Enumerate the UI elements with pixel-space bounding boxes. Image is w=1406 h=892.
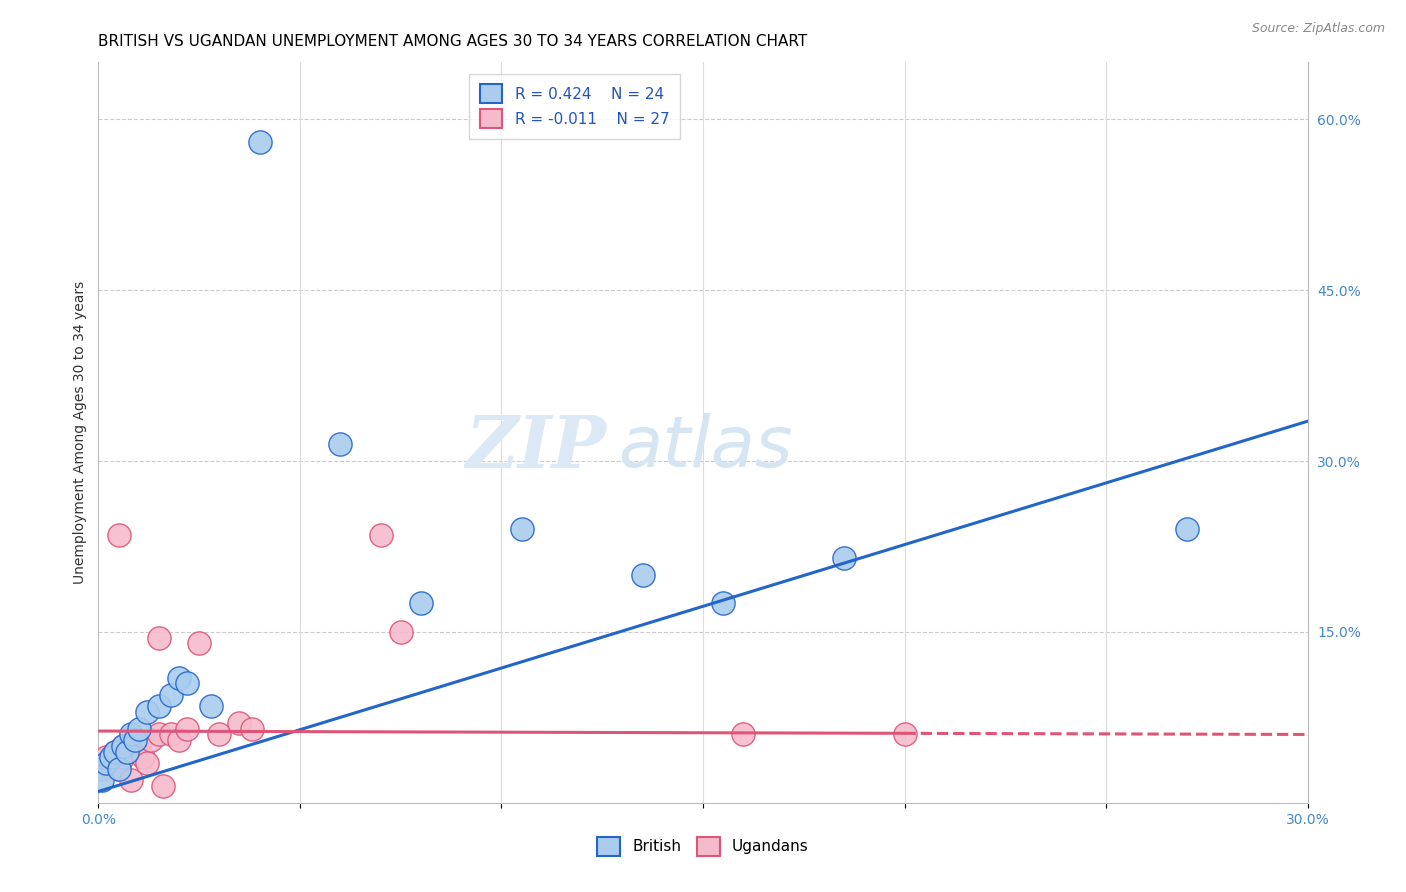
Point	[100, 750, 122, 764]
Point	[893, 727, 915, 741]
Point	[107, 528, 129, 542]
Point	[148, 727, 170, 741]
Point	[249, 135, 271, 149]
Point	[370, 528, 392, 542]
Point	[91, 772, 114, 787]
Point	[103, 745, 125, 759]
Point	[148, 698, 170, 713]
Point	[208, 727, 231, 741]
Text: atlas: atlas	[619, 413, 793, 482]
Point	[139, 733, 162, 747]
Point	[167, 733, 190, 747]
Point	[160, 727, 183, 741]
Point	[115, 745, 138, 759]
Point	[107, 762, 129, 776]
Point	[409, 597, 432, 611]
Point	[100, 756, 122, 770]
Point	[111, 750, 134, 764]
Point	[124, 733, 146, 747]
Point	[1175, 523, 1198, 537]
Point	[111, 739, 134, 753]
Point	[228, 716, 250, 731]
Point	[96, 750, 118, 764]
Y-axis label: Unemployment Among Ages 30 to 34 years: Unemployment Among Ages 30 to 34 years	[73, 281, 87, 584]
Point	[128, 722, 150, 736]
Point	[128, 739, 150, 753]
Point	[111, 739, 134, 753]
Point	[329, 437, 352, 451]
Point	[91, 762, 114, 776]
Legend: British, Ugandans: British, Ugandans	[592, 831, 814, 862]
Point	[160, 688, 183, 702]
Point	[188, 636, 211, 650]
Point	[510, 523, 533, 537]
Point	[124, 733, 146, 747]
Point	[107, 762, 129, 776]
Point	[135, 756, 157, 770]
Point	[167, 671, 190, 685]
Point	[176, 722, 198, 736]
Point	[120, 772, 142, 787]
Text: Source: ZipAtlas.com: Source: ZipAtlas.com	[1251, 22, 1385, 36]
Point	[200, 698, 222, 713]
Point	[120, 727, 142, 741]
Point	[96, 756, 118, 770]
Point	[176, 676, 198, 690]
Point	[240, 722, 263, 736]
Point	[631, 568, 654, 582]
Point	[148, 631, 170, 645]
Point	[733, 727, 755, 741]
Point	[135, 705, 157, 719]
Point	[832, 550, 855, 565]
Point	[115, 745, 138, 759]
Text: ZIP: ZIP	[465, 412, 606, 483]
Text: BRITISH VS UGANDAN UNEMPLOYMENT AMONG AGES 30 TO 34 YEARS CORRELATION CHART: BRITISH VS UGANDAN UNEMPLOYMENT AMONG AG…	[98, 34, 807, 49]
Point	[132, 750, 155, 764]
Point	[711, 597, 734, 611]
Point	[103, 745, 125, 759]
Point	[389, 624, 412, 639]
Point	[152, 779, 174, 793]
